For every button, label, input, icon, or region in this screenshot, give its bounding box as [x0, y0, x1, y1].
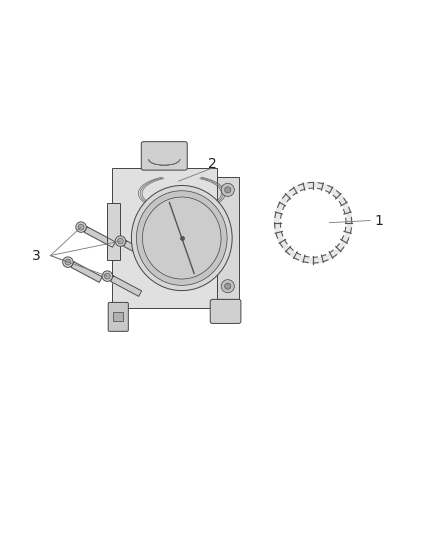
FancyBboxPatch shape [141, 142, 187, 170]
Circle shape [115, 236, 126, 246]
Ellipse shape [136, 191, 227, 285]
Polygon shape [280, 188, 346, 257]
FancyBboxPatch shape [108, 302, 128, 332]
Circle shape [102, 271, 113, 281]
Text: 3: 3 [32, 248, 40, 263]
Circle shape [221, 183, 234, 197]
FancyBboxPatch shape [112, 168, 217, 308]
FancyBboxPatch shape [107, 203, 120, 260]
FancyBboxPatch shape [217, 177, 239, 300]
Circle shape [225, 187, 231, 193]
Circle shape [221, 280, 234, 293]
Polygon shape [71, 262, 102, 282]
Ellipse shape [142, 197, 221, 279]
FancyBboxPatch shape [113, 312, 123, 321]
Ellipse shape [131, 185, 232, 290]
Circle shape [76, 222, 86, 232]
Polygon shape [275, 182, 352, 263]
FancyBboxPatch shape [210, 300, 241, 324]
Text: 1: 1 [374, 214, 383, 228]
Circle shape [117, 238, 124, 244]
Circle shape [63, 257, 73, 268]
Circle shape [78, 224, 84, 230]
Circle shape [65, 259, 71, 265]
Polygon shape [84, 227, 115, 247]
Polygon shape [110, 276, 141, 296]
Text: 2: 2 [208, 157, 217, 171]
Circle shape [104, 273, 110, 279]
Circle shape [225, 283, 231, 289]
Polygon shape [124, 241, 155, 261]
